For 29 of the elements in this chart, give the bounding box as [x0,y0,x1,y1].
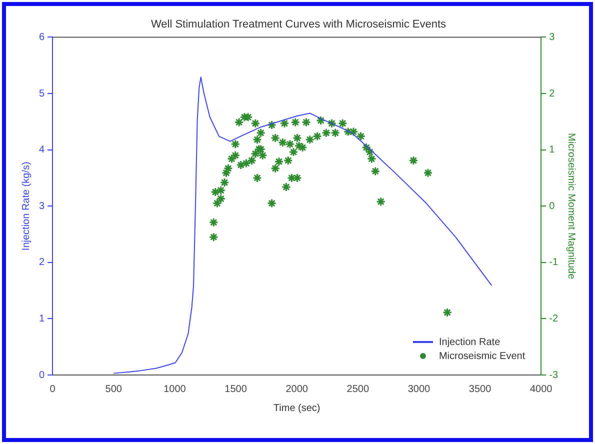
y-tick-label: 4 [39,144,45,156]
y2-tick-label: 3 [549,32,556,43]
y2-tick-label: -2 [549,313,558,324]
y-tick-label: 2 [39,257,45,268]
x-axis-title: Time (sec) [273,402,320,414]
chart-title: Well Stimulation Treatment Curves with Microseismic Events [150,18,447,31]
x-tick-label: 2000 [286,384,308,395]
legend-label: Injection Rate [438,336,501,348]
y-tick-label: 6 [39,32,45,43]
x-tick-label: 0 [50,384,56,395]
legend-label: Microseismic Event [438,350,526,362]
y-tick-label: 5 [39,88,45,100]
x-tick-label: 3000 [408,384,431,395]
x-tick-label: 3500 [468,384,492,395]
y2-tick-label: -3 [549,370,558,381]
x-tick-label: 1000 [164,384,186,395]
y2-tick-label: 2 [549,88,556,100]
y2-tick-label: -1 [549,257,558,268]
y2-axis-title: Microseismic Moment Magnitude [565,133,576,280]
y2-tick-label: 1 [549,144,556,156]
y-axis-title: Injection Rate (kg/s) [20,162,32,251]
y2-tick-label: 0 [549,200,556,212]
y-tick-label: 0 [39,370,45,381]
y-tick-label: 1 [39,313,45,324]
x-tick-label: 1500 [224,384,248,395]
x-tick-label: 500 [105,384,122,395]
x-tick-label: 4000 [530,384,553,395]
y-tick-label: 3 [39,200,45,212]
x-tick-label: 2500 [346,384,370,395]
